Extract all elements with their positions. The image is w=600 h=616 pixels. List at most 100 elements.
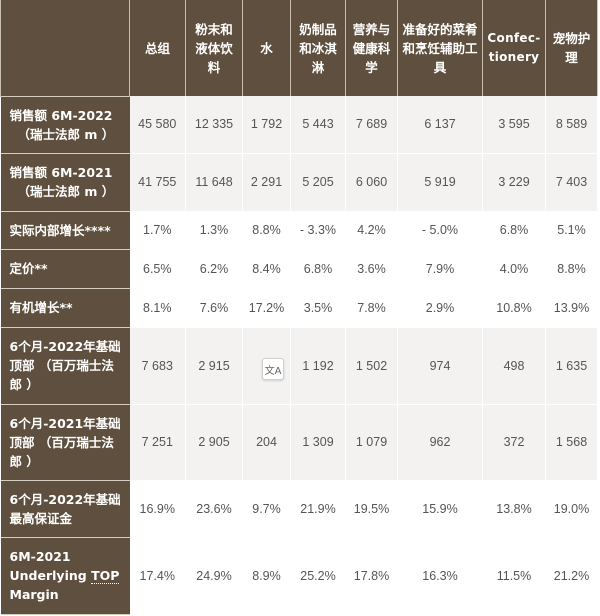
table-cell: 8.9% bbox=[242, 537, 291, 615]
table-cell: 6.8% bbox=[482, 211, 546, 250]
table-cell: 6.2% bbox=[185, 249, 243, 289]
row-label: 销售额 6M-2022 （瑞士法郎 m ） bbox=[0, 95, 130, 154]
header-nutrition-health-science: 营养与健康科学 bbox=[345, 0, 398, 96]
table-row: 6个月-2022年基础最高保证金 16.9% 23.6% 9.7% 21.9% … bbox=[0, 479, 598, 538]
header-row: 总组 粉末和液体饮料 水 奶制品和冰淇淋 营养与健康科学 准备好的菜肴和烹饪辅助… bbox=[0, 0, 598, 96]
table-cell: - 3.3% bbox=[290, 211, 346, 250]
table-row: 6个月-2021年基础顶部 （百万瑞士法郎 ） 7 251 2 905 204 … bbox=[0, 403, 598, 481]
header-prepared-dishes: 准备好的菜肴和烹饪辅助工具 bbox=[397, 0, 483, 96]
table-cell: 6 060 bbox=[345, 153, 398, 212]
table-cell: 16.9% bbox=[129, 480, 186, 538]
table-cell: 7 683 bbox=[129, 327, 186, 405]
table-cell: - 5.0% bbox=[397, 211, 483, 250]
row-label-line: Margin bbox=[9, 587, 59, 602]
table-cell: 4.0% bbox=[482, 249, 546, 289]
table-row: 定价** 6.5% 6.2% 8.4% 6.8% 3.6% 7.9% 4.0% … bbox=[0, 248, 598, 289]
table-row: 销售额 6M-2021 （瑞士法郎 m ） 41 755 11 648 2 29… bbox=[0, 152, 598, 212]
table-cell: 13.8% bbox=[482, 480, 546, 538]
row-label: 有机增长** bbox=[0, 287, 130, 328]
table-row: 6个月-2022年基础顶部 （百万瑞士法郎 ） 7 683 2 915 1 1 … bbox=[0, 326, 598, 405]
table-cell: 962 bbox=[397, 404, 483, 481]
table-cell: 8.8% bbox=[545, 249, 598, 289]
table-cell: 16.3% bbox=[397, 537, 483, 615]
table-cell: 10.8% bbox=[482, 288, 546, 328]
table-cell: 17.8% bbox=[345, 537, 398, 615]
table-cell: 3.6% bbox=[345, 249, 398, 289]
table-cell: 11 648 bbox=[185, 153, 243, 212]
table-cell: 3 229 bbox=[482, 153, 546, 212]
table-cell: 8.4% bbox=[242, 249, 291, 289]
row-label: 6个月-2021年基础顶部 （百万瑞士法郎 ） bbox=[0, 403, 130, 481]
translate-icon[interactable]: 文A bbox=[262, 358, 284, 380]
table-cell: 8.8% bbox=[242, 211, 291, 250]
table-cell: 8 589 bbox=[545, 96, 598, 154]
table-cell: 1 079 bbox=[345, 404, 398, 481]
row-label-line: （瑞士法郎 m ） bbox=[17, 126, 115, 142]
table-cell: 3.5% bbox=[290, 288, 346, 328]
table-cell: 1 192 bbox=[290, 327, 346, 405]
row-label-line: 销售额 6M-2022 bbox=[9, 107, 113, 123]
table-cell: 7 403 bbox=[545, 153, 598, 212]
table-row: 实际内部增长**** 1.7% 1.3% 8.8% - 3.3% 4.2% - … bbox=[0, 210, 598, 250]
table-cell: 1 309 bbox=[290, 404, 346, 481]
row-label-text: Underlying bbox=[9, 568, 92, 583]
table-cell: 8.1% bbox=[129, 288, 186, 328]
table-cell: 1 792 bbox=[242, 96, 291, 154]
row-label: 6个月-2022年基础最高保证金 bbox=[0, 479, 130, 538]
table-cell: 2 915 bbox=[185, 327, 243, 405]
table-cell: 204 bbox=[242, 404, 291, 481]
table-cell: 5 443 bbox=[290, 96, 346, 154]
table-cell: 45 580 bbox=[129, 96, 186, 154]
row-label: 6个月-2022年基础顶部 （百万瑞士法郎 ） bbox=[0, 326, 130, 405]
table-cell: 25.2% bbox=[290, 537, 346, 615]
table-cell: 23.6% bbox=[185, 480, 243, 538]
table-cell: 12 335 bbox=[185, 96, 243, 154]
table-cell: 6.8% bbox=[290, 249, 346, 289]
table-cell: 41 755 bbox=[129, 153, 186, 212]
table-cell: 6 137 bbox=[397, 96, 483, 154]
table-cell: 11.5% bbox=[482, 537, 546, 615]
table-row: 6M-2021 Underlying TOP Margin 17.4% 24.9… bbox=[0, 536, 598, 615]
table-cell: 4.2% bbox=[345, 211, 398, 250]
table-cell: 7.9% bbox=[397, 249, 483, 289]
header-powdered-liquid-beverages: 粉末和液体饮料 bbox=[185, 0, 243, 96]
header-corner bbox=[0, 0, 130, 96]
table-cell: 2.9% bbox=[397, 288, 483, 328]
abbr-top[interactable]: TOP bbox=[91, 568, 120, 584]
row-label: 定价** bbox=[0, 248, 130, 289]
row-label-line: Underlying TOP bbox=[10, 566, 126, 585]
table-cell: 7.6% bbox=[185, 288, 243, 328]
table-cell: 5 205 bbox=[290, 153, 346, 212]
table-cell: 3 595 bbox=[482, 96, 546, 154]
table-cell: 1 635 bbox=[545, 327, 598, 405]
table-cell: 19.0% bbox=[545, 480, 598, 538]
table-cell: 6.5% bbox=[129, 249, 186, 289]
header-dairy-ice-cream: 奶制品和冰淇淋 bbox=[290, 0, 346, 96]
row-label-line: 销售额 6M-2021 bbox=[9, 165, 113, 180]
table-cell: 1.3% bbox=[185, 211, 243, 250]
header-water: 水 bbox=[242, 0, 291, 96]
table-cell: 17.4% bbox=[129, 537, 186, 615]
table-cell: 9.7% bbox=[242, 480, 291, 538]
table-cell: 7 251 bbox=[129, 404, 186, 481]
row-label: 6M-2021 Underlying TOP Margin bbox=[0, 536, 130, 615]
row-label-line: 6M-2021 bbox=[9, 549, 71, 564]
table-cell: 974 bbox=[397, 327, 483, 405]
table-cell: 21.9% bbox=[290, 480, 346, 538]
table-cell: 372 bbox=[482, 404, 546, 481]
row-label-line: （瑞士法郎 m ） bbox=[17, 184, 115, 199]
table-cell: 24.9% bbox=[185, 537, 243, 615]
table-cell: 5 919 bbox=[397, 153, 483, 212]
row-label: 销售额 6M-2021 （瑞士法郎 m ） bbox=[0, 152, 130, 212]
header-total-group: 总组 bbox=[129, 0, 186, 96]
row-label: 实际内部增长**** bbox=[0, 210, 130, 250]
table-cell: 7.8% bbox=[345, 288, 398, 328]
table-cell: 17.2% bbox=[242, 288, 291, 328]
table-cell: 1.7% bbox=[129, 211, 186, 250]
table-cell: 19.5% bbox=[345, 480, 398, 538]
header-petcare: 宠物护理 bbox=[545, 0, 598, 96]
table-cell: 7 689 bbox=[345, 96, 398, 154]
table-cell: 2 905 bbox=[185, 404, 243, 481]
table-row: 有机增长** 8.1% 7.6% 17.2% 3.5% 7.8% 2.9% 10… bbox=[0, 287, 598, 328]
